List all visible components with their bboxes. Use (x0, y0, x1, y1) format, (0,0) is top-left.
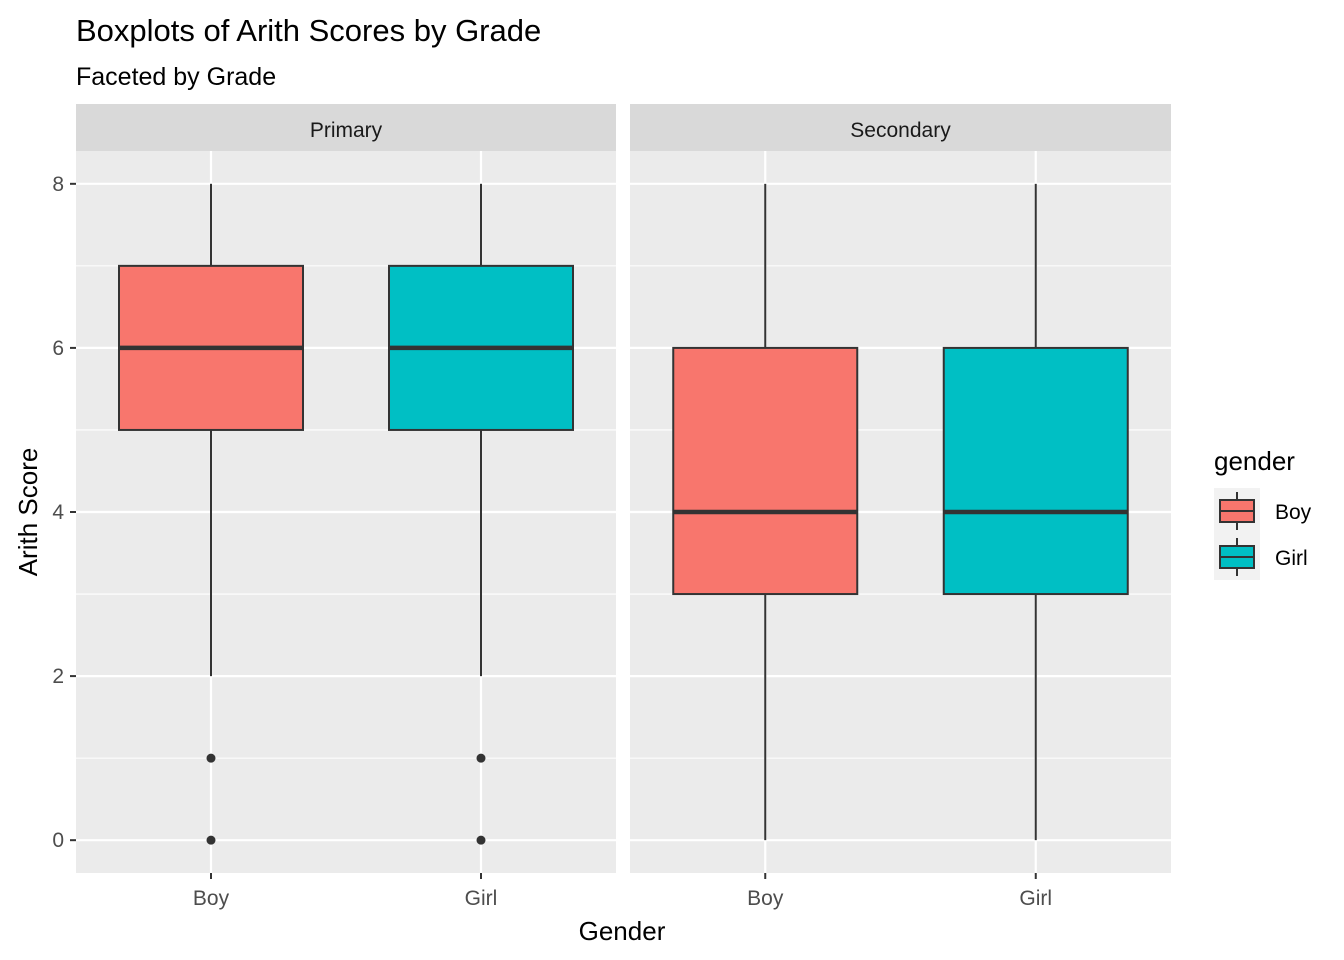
legend-title: gender (1214, 446, 1295, 476)
chart-title: Boxplots of Arith Scores by Grade (76, 13, 541, 48)
x-tick-label: Boy (193, 887, 230, 910)
box-girl (388, 183, 574, 845)
box-body (942, 346, 1129, 596)
y-axis: 0 2 4 6 8 (52, 173, 76, 852)
facet-strip (76, 104, 616, 151)
box-boy (118, 183, 304, 845)
box-girl (942, 183, 1129, 841)
y-tick-label: 0 (52, 829, 64, 852)
y-axis-title: Arith Score (13, 448, 43, 577)
outlier-point (206, 753, 216, 763)
outlier-point (206, 835, 216, 845)
facet-strip (630, 104, 1171, 151)
x-tick-label: Boy (747, 887, 784, 910)
x-axis-title: Gender (579, 916, 666, 946)
box-body (672, 346, 859, 596)
x-tick-label: Girl (1019, 887, 1052, 910)
box-boy (672, 183, 859, 841)
legend-label-boy: Boy (1275, 501, 1312, 524)
y-tick-label: 6 (52, 337, 64, 360)
outlier-point (476, 835, 486, 845)
legend: gender Boy Girl (1214, 446, 1312, 580)
facet-strip-label: Primary (310, 119, 383, 142)
y-tick-label: 2 (52, 665, 64, 688)
outlier-point (476, 753, 486, 763)
facet-primary: Primary Boy Girl (76, 104, 616, 910)
y-tick-label: 8 (52, 173, 64, 196)
legend-label-girl: Girl (1275, 547, 1308, 570)
y-tick-label: 4 (52, 501, 64, 524)
facet-secondary: Secondary Boy Girl (630, 104, 1171, 910)
facet-panels: Primary Boy Girl Secondary Boy Girl (76, 104, 1171, 910)
chart-subtitle: Faceted by Grade (76, 63, 276, 91)
x-tick-label: Girl (465, 887, 498, 910)
facet-strip-label: Secondary (850, 119, 951, 142)
